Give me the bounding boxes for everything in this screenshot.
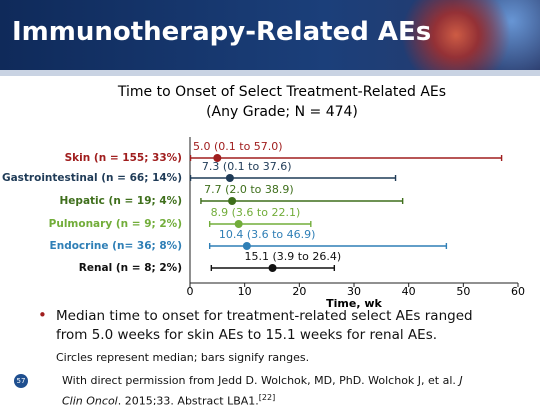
category-label: Skin (n = 155; 33%)	[65, 152, 182, 164]
median-dot	[213, 154, 222, 162]
banner	[0, 0, 540, 70]
bullet-text: Median time to onset for treatment-relat…	[56, 308, 473, 343]
value-label: 7.7 (2.0 to 38.9)	[204, 183, 294, 196]
median-dot	[268, 264, 277, 272]
x-tick-label: 30	[347, 285, 361, 298]
note: Circles represent median; bars signify r…	[56, 351, 310, 364]
chart-subtitle: (Any Grade; N = 474)	[206, 104, 358, 120]
citation-journal: J Clin Oncol	[62, 374, 463, 405]
citation: With direct permission from Jedd D. Wolc…	[62, 372, 482, 405]
category-label: Pulmonary (n = 9; 2%)	[49, 218, 182, 230]
citation-ref: [22]	[258, 393, 276, 402]
median-dot	[225, 174, 234, 182]
slide-number: 57	[14, 374, 28, 388]
value-label: 10.4 (3.6 to 46.9)	[219, 228, 316, 241]
category-label: Renal (n = 8; 2%)	[79, 262, 182, 274]
value-label: 5.0 (0.1 to 57.0)	[193, 140, 283, 153]
x-tick-label: 20	[292, 285, 306, 298]
x-tick-label: 10	[238, 285, 252, 298]
x-tick-label: 60	[511, 285, 525, 298]
bullet-marker: •	[38, 306, 47, 324]
median-dot	[228, 197, 237, 205]
x-axis-label: Time, wk	[326, 297, 382, 310]
x-tick-label: 40	[402, 285, 416, 298]
value-label: 8.9 (3.6 to 22.1)	[211, 206, 301, 219]
median-dot	[234, 220, 243, 228]
slide-title: Immunotherapy-Related AEs	[12, 17, 432, 47]
median-dot	[242, 242, 251, 250]
citation-text: With direct permission from Jedd D. Wolc…	[62, 374, 460, 387]
value-label: 15.1 (3.9 to 26.4)	[245, 250, 342, 263]
category-label: Hepatic (n = 19; 4%)	[60, 195, 182, 207]
banner-strip	[0, 70, 540, 76]
category-label: Endocrine (n= 36; 8%)	[50, 240, 182, 252]
category-label: Gastrointestinal (n = 66; 14%)	[2, 172, 182, 184]
x-tick-label: 0	[187, 285, 194, 298]
x-tick-label: 50	[456, 285, 470, 298]
citation-rest: . 2015;33. Abstract LBA1.	[117, 394, 259, 405]
value-label: 7.3 (0.1 to 37.6)	[202, 160, 292, 173]
banner-image	[400, 0, 540, 70]
chart-title: Time to Onset of Select Treatment-Relate…	[117, 84, 446, 100]
